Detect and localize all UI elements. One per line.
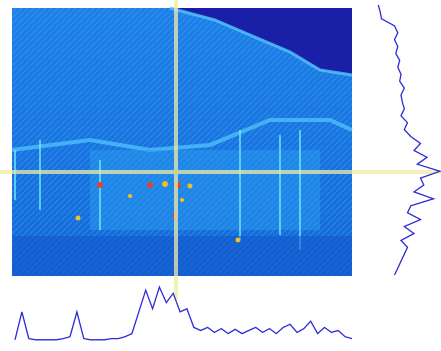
heatmap bbox=[12, 8, 352, 276]
vertical-profile bbox=[378, 5, 440, 275]
horizontal-profile bbox=[15, 287, 352, 340]
figure bbox=[0, 0, 441, 351]
